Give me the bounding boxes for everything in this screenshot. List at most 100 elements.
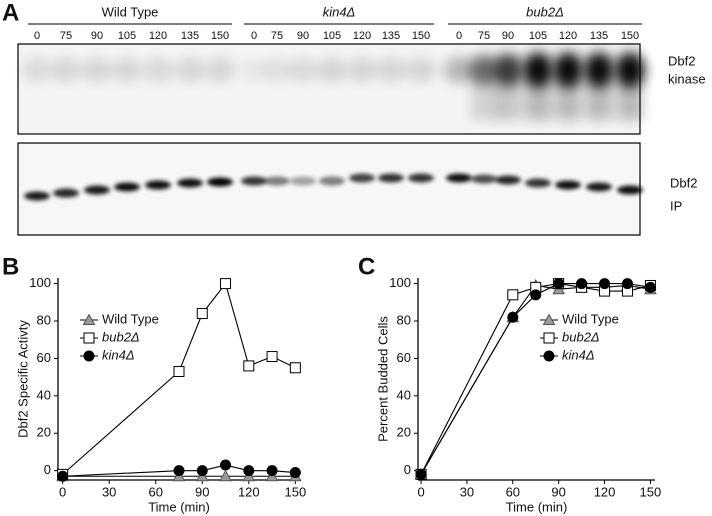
ip-band xyxy=(617,185,643,195)
legend-marker xyxy=(83,332,95,344)
lane-label: 135 xyxy=(181,30,199,42)
lane-label: 90 xyxy=(297,30,309,42)
x-tick-label: 60 xyxy=(148,484,162,499)
kinase-band xyxy=(175,57,205,83)
ip-band xyxy=(24,191,50,201)
y-tick-label: 100 xyxy=(389,275,411,290)
legend-label: kin4Δ xyxy=(102,347,135,362)
kinase-band xyxy=(317,57,347,83)
marker-circle xyxy=(599,278,611,290)
kinase-band xyxy=(615,52,645,88)
legend-label: bub2Δ xyxy=(102,329,140,344)
marker-circle xyxy=(173,465,185,477)
panel-label: C xyxy=(358,253,375,280)
x-tick-label: 30 xyxy=(460,484,474,499)
ip-band xyxy=(207,177,233,187)
x-axis-label: Time (min) xyxy=(148,499,210,514)
kinase-band xyxy=(376,57,406,83)
x-tick-label: 0 xyxy=(417,484,424,499)
panel-label: A xyxy=(2,0,19,26)
kinase-band xyxy=(22,57,52,83)
lane-label: 75 xyxy=(271,30,283,42)
lane-label: 75 xyxy=(478,30,490,42)
kinase-band xyxy=(205,57,235,83)
lane-label: 105 xyxy=(118,30,136,42)
legend-label: bub2Δ xyxy=(562,329,600,344)
marker-square xyxy=(507,289,519,301)
y-axis-label: Percent Budded Cells xyxy=(375,316,390,442)
lane-label: 150 xyxy=(621,30,639,42)
x-tick-label: 0 xyxy=(59,484,66,499)
lane-label: 105 xyxy=(529,30,547,42)
blot-label: kinase xyxy=(668,71,706,86)
marker-square xyxy=(173,366,185,378)
blot-label: Dbf2 xyxy=(670,175,697,190)
kinase-band xyxy=(239,57,269,83)
kinase-band xyxy=(288,57,318,83)
marker-circle xyxy=(243,465,255,477)
kinase-band xyxy=(347,57,377,83)
x-tick-label: 120 xyxy=(238,484,260,499)
kinase-band xyxy=(406,57,436,83)
ip-band xyxy=(525,178,551,188)
y-tick-label: 60 xyxy=(37,350,51,365)
kinase-band xyxy=(553,52,583,88)
ip-band xyxy=(241,176,267,186)
kinase-band xyxy=(584,52,614,88)
ip-band xyxy=(319,176,345,186)
blot-bands xyxy=(22,52,645,201)
x-tick-label: 60 xyxy=(506,484,520,499)
kinase-smear xyxy=(586,80,612,120)
x-tick-label: 90 xyxy=(195,484,209,499)
ip-band xyxy=(264,176,290,186)
ip-band xyxy=(145,180,171,190)
y-tick-label: 80 xyxy=(37,312,51,327)
marker-circle xyxy=(57,470,69,482)
y-axis-label: Dbf2 Specific Activty xyxy=(15,320,30,438)
x-tick-label: 150 xyxy=(640,484,662,499)
legend-marker xyxy=(543,332,555,344)
legend-marker xyxy=(542,313,556,325)
ip-band xyxy=(53,188,79,198)
marker-square xyxy=(220,278,232,290)
marker-circle xyxy=(530,289,542,301)
y-tick-label: 100 xyxy=(29,275,51,290)
marker-circle xyxy=(621,278,633,290)
group-label: Wild Type xyxy=(102,4,159,19)
kinase-smear xyxy=(525,80,551,120)
x-tick-label: 30 xyxy=(102,484,116,499)
kinase-smear xyxy=(495,80,521,120)
legend-label: kin4Δ xyxy=(562,347,595,362)
ip-band xyxy=(114,182,140,192)
legend-marker xyxy=(82,313,96,325)
legend-marker xyxy=(83,350,95,362)
marker-circle xyxy=(507,311,519,323)
ip-blot xyxy=(17,142,641,236)
legend-label: Wild Type xyxy=(102,311,159,326)
ip-band xyxy=(555,180,581,190)
kinase-band xyxy=(262,57,292,83)
group-label: kin4Δ xyxy=(323,4,356,19)
lane-label: 0 xyxy=(456,30,462,42)
legend-label: Wild Type xyxy=(562,311,619,326)
marker-circle xyxy=(553,278,565,290)
lane-label: 0 xyxy=(251,30,257,42)
lane-label: 120 xyxy=(353,30,371,42)
kinase-band xyxy=(469,54,499,86)
marker-circle xyxy=(644,281,656,293)
marker-square xyxy=(196,308,208,320)
ip-band xyxy=(177,178,203,188)
lane-label: 120 xyxy=(559,30,577,42)
x-tick-label: 150 xyxy=(284,484,306,499)
kinase-smear xyxy=(471,80,497,120)
kinase-band xyxy=(444,56,474,84)
lane-label: 150 xyxy=(211,30,229,42)
kinase-band xyxy=(493,53,523,87)
x-tick-label: 120 xyxy=(594,484,616,499)
ip-band xyxy=(290,176,316,186)
x-axis-label: Time (min) xyxy=(506,499,568,514)
lane-label: 75 xyxy=(60,30,72,42)
kinase-band xyxy=(51,57,81,83)
marker-square xyxy=(243,360,255,372)
marker-circle xyxy=(266,465,278,477)
